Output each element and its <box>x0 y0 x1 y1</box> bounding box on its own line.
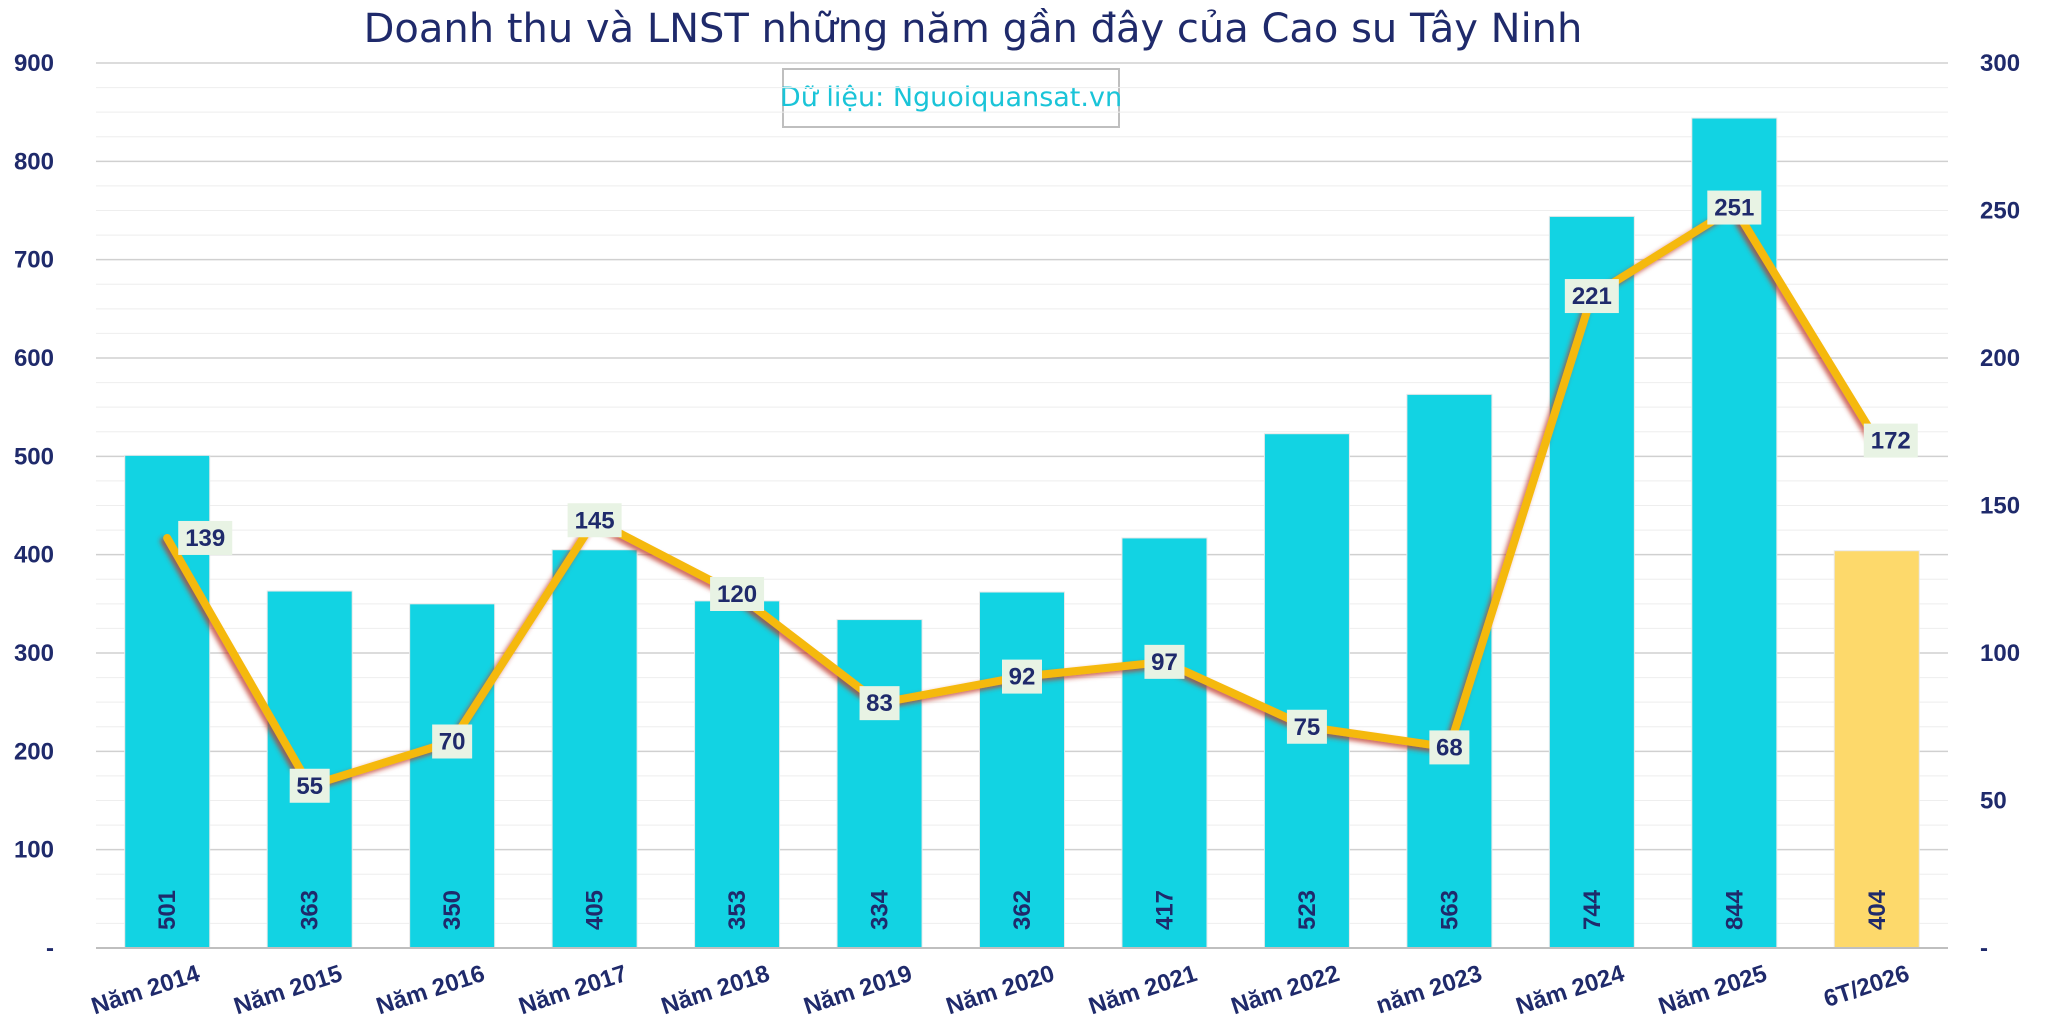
revenue-bar <box>1406 393 1493 949</box>
x-tick-label: Năm 2020 <box>943 960 1058 1020</box>
profit-label-box <box>1863 423 1918 458</box>
x-axis: Năm 2014 Năm 2015 Năm 2016 Năm 2017 Năm 2018… <box>88 960 1912 1021</box>
profit-label: 172 <box>1871 428 1911 455</box>
revenue-bar <box>1121 537 1208 949</box>
x-tick-label: Năm 2022 <box>1228 960 1343 1020</box>
revenue-bar-label: 523 <box>1294 890 1321 930</box>
y-left-tick-label: 500 <box>14 443 54 470</box>
revenue-bar <box>1263 433 1350 949</box>
y-left-tick-label: 800 <box>14 148 54 175</box>
x-tick-label: Năm 2025 <box>1655 960 1770 1020</box>
y-left-tick-label: 400 <box>14 542 54 569</box>
profit-label-box <box>1144 644 1185 679</box>
y-left-tick-label: 900 <box>14 50 54 77</box>
y-right-tick-label: - <box>1980 935 1988 962</box>
profit-label: 221 <box>1572 283 1612 310</box>
y-right-tick-label: 300 <box>1980 50 2020 77</box>
profit-label-box <box>178 520 233 555</box>
revenue-bar <box>694 600 781 949</box>
y-left-tick-label: 600 <box>14 345 54 372</box>
revenue-bar <box>979 591 1065 949</box>
profit-label: 97 <box>1151 649 1178 676</box>
revenue-bar-label: 844 <box>1721 889 1748 930</box>
y-right-tick-label: 250 <box>1980 198 2020 225</box>
bars: 501 363 350 405 353 334 362 417 523 563 744 844 404 <box>124 117 1920 949</box>
profit-label: 70 <box>439 729 466 756</box>
profit-label-box <box>1429 730 1470 765</box>
y-right-tick-label: 50 <box>1980 788 2007 815</box>
source-box: Dữ liệu: Nguoiquansat.vn <box>780 68 1122 128</box>
profit-label: 92 <box>1009 664 1036 691</box>
y-left-tick-label: - <box>46 935 54 962</box>
profit-labels: 139 55 70 145 120 83 92 97 75 68 221 251 172 <box>178 190 1918 803</box>
x-tick-label: Năm 2019 <box>800 960 915 1020</box>
profit-label-box <box>1002 659 1042 694</box>
revenue-bar-label: 501 <box>154 890 181 930</box>
y-right-tick-label: 150 <box>1980 493 2020 520</box>
x-tick-label: Năm 2018 <box>658 960 773 1020</box>
profit-label: 68 <box>1436 734 1463 761</box>
revenue-bar-label: 353 <box>724 890 751 930</box>
profit-label-box <box>859 686 900 721</box>
profit-label-box <box>1564 279 1619 314</box>
profit-label: 75 <box>1294 714 1321 741</box>
revenue-bar <box>1548 215 1635 949</box>
revenue-bar <box>1833 550 1920 949</box>
y-right-tick-label: 200 <box>1980 345 2020 372</box>
profit-label: 55 <box>296 773 323 800</box>
x-tick-label: Năm 2014 <box>88 960 204 1021</box>
profit-label: 120 <box>717 581 757 608</box>
y-left-tick-label: 300 <box>14 640 54 667</box>
x-tick-label: Năm 2017 <box>516 960 631 1020</box>
profit-label-box <box>1286 709 1327 744</box>
profit-label-box <box>432 724 473 759</box>
y-axis-left: - 100 200 300 400 500 600 700 800 900 <box>14 50 54 962</box>
revenue-bar-label: 405 <box>582 890 609 930</box>
revenue-bar <box>409 603 496 949</box>
revenue-bar-label: 563 <box>1436 890 1463 930</box>
revenue-bar-label: 744 <box>1579 889 1606 930</box>
profit-label-box <box>289 768 330 803</box>
profit-label: 83 <box>866 690 893 717</box>
revenue-bar <box>551 549 638 949</box>
revenue-bar <box>1691 117 1778 949</box>
x-tick-label: năm 2023 <box>1373 960 1485 1019</box>
revenue-bar-label: 334 <box>867 889 894 930</box>
source-note: Dữ liệu: Nguoiquansat.vn <box>780 82 1122 113</box>
revenue-bar-label: 363 <box>297 890 324 930</box>
x-tick-label: Năm 2024 <box>1513 960 1629 1021</box>
profit-label-box <box>567 503 622 538</box>
revenue-bar-label: 350 <box>439 890 466 930</box>
y-left-tick-label: 100 <box>14 837 54 864</box>
profit-label-box <box>710 577 765 611</box>
profit-label-box <box>1707 190 1762 225</box>
y-left-tick-label: 700 <box>14 247 54 274</box>
profit-label: 145 <box>575 507 615 534</box>
x-tick-label: Năm 2015 <box>231 960 346 1020</box>
x-tick-label: Năm 2021 <box>1085 960 1200 1020</box>
chart-title: Doanh thu và LNST những năm gần đây của … <box>364 6 1583 52</box>
revenue-bar <box>836 619 923 949</box>
revenue-bar-label: 404 <box>1864 889 1891 930</box>
revenue-bar-label: 417 <box>1151 890 1178 930</box>
y-right-tick-label: 100 <box>1980 640 2020 667</box>
x-tick-label: 6T/2026 <box>1821 960 1913 1013</box>
y-axis-right: - 50 100 150 200 250 300 <box>1980 50 2020 962</box>
profit-label: 251 <box>1714 195 1754 222</box>
x-tick-label: Năm 2016 <box>373 960 488 1020</box>
revenue-bar-label: 362 <box>1009 890 1036 930</box>
y-left-tick-label: 200 <box>14 738 54 765</box>
profit-label: 139 <box>185 525 225 552</box>
